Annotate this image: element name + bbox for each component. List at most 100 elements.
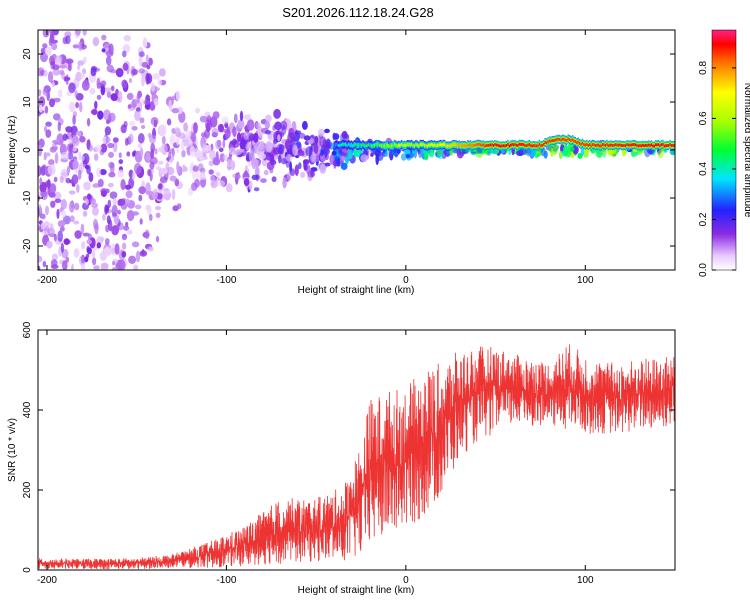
spectrogram-cell	[80, 73, 85, 79]
spectrogram-cell	[199, 150, 204, 161]
spectrogram-cell	[93, 265, 100, 270]
spectrogram-cell	[135, 250, 141, 263]
spectrogram-cell	[551, 139, 554, 142]
spectrogram-cell	[82, 210, 88, 217]
spectrogram-cell	[183, 136, 192, 148]
spectrogram-cell	[449, 144, 452, 148]
spectrogram-cell	[265, 114, 272, 123]
spectrogram-cell	[233, 113, 238, 124]
spectrogram-cell	[96, 94, 102, 100]
spectrogram-cell	[138, 68, 145, 74]
spectrogram-cell	[72, 115, 76, 125]
spectrogram-marks	[38, 30, 675, 270]
spectrogram-cell	[68, 150, 74, 156]
spectrogram-cell	[517, 143, 519, 147]
spectrogram-cell	[145, 190, 154, 195]
spectrogram-cell	[123, 225, 130, 231]
spectrogram-cell	[79, 255, 86, 266]
spectrogram-cell	[518, 142, 520, 146]
spectrogram-cell	[176, 161, 180, 173]
spectrogram-cell	[332, 133, 340, 140]
spectrogram-cell	[448, 144, 450, 148]
spectrogram-cell	[380, 144, 383, 148]
spectrogram-cell	[47, 164, 56, 176]
spectrogram-cell	[131, 126, 138, 131]
spectrogram-cell	[662, 142, 664, 146]
spectrogram-cell	[333, 159, 337, 169]
spectrogram-cell	[320, 153, 326, 162]
spectrogram-y-tick-label: 10	[22, 96, 33, 108]
spectrogram-cell	[236, 132, 242, 143]
spectrogram-cell	[104, 87, 112, 93]
spectrogram-cell	[560, 138, 562, 142]
spectrogram-cell	[326, 138, 331, 150]
spectrogram-cell	[143, 99, 150, 105]
spectrogram-cell	[484, 144, 486, 148]
spectrogram-cell	[472, 143, 475, 147]
spectrogram-cell	[149, 214, 153, 221]
spectrogram-cell	[81, 79, 90, 91]
spectrogram-cell	[65, 126, 73, 133]
spectrogram-cell	[639, 144, 641, 148]
spectrogram-cell	[322, 149, 329, 154]
spectrogram-cell	[462, 144, 465, 148]
spectrogram-cell	[300, 171, 306, 178]
spectrogram-cell	[215, 171, 221, 177]
spectrogram-cell	[149, 134, 156, 144]
spectrogram-cell	[62, 260, 68, 270]
spectrogram-cell	[152, 188, 158, 200]
spectrogram-cell	[61, 151, 69, 161]
spectrogram-cell	[436, 143, 439, 147]
colorbar-tick-label: 0.8	[698, 61, 709, 75]
spectrogram-cell	[157, 146, 165, 153]
spectrogram-cell	[299, 132, 306, 139]
spectrogram-cell	[60, 242, 64, 253]
spectrogram-cell	[117, 209, 121, 215]
spectrogram-cell	[137, 143, 142, 149]
spectrogram-cell	[318, 128, 325, 137]
spectrogram-cell	[617, 143, 620, 147]
spectrogram-cell	[181, 150, 186, 158]
snr-y-tick-label: 200	[22, 481, 33, 498]
spectrogram-cell	[388, 144, 390, 148]
spectrogram-cell	[133, 264, 139, 270]
colorbar-gradient	[711, 29, 737, 271]
spectrogram-cell	[58, 246, 62, 258]
spectrogram-cell	[122, 62, 129, 71]
spectrogram-cell	[446, 144, 449, 148]
spectrogram-cell	[111, 204, 118, 217]
spectrogram-cell	[455, 143, 457, 147]
spectrogram-cell	[60, 209, 67, 218]
spectrogram-cell	[541, 143, 543, 147]
spectrogram-cell	[50, 200, 56, 208]
spectrogram-cell	[189, 162, 195, 174]
spectrogram-cell	[552, 143, 558, 155]
spectrogram-cell	[233, 149, 242, 156]
spectrogram-cell	[646, 144, 648, 148]
snr-y-tick-label: 400	[22, 401, 33, 418]
spectrogram-cell	[632, 143, 634, 147]
spectrogram-cell	[150, 82, 156, 92]
spectrogram-cell	[390, 144, 393, 148]
spectrogram-cell	[93, 153, 99, 161]
spectrogram-cell	[409, 153, 414, 159]
spectrogram-cell	[42, 260, 47, 268]
spectrogram-cell	[478, 142, 480, 146]
spectrogram-cell	[495, 143, 498, 147]
spectrogram-cell	[269, 168, 274, 174]
spectrogram-cell	[587, 143, 589, 147]
spectrogram-cell	[104, 238, 110, 245]
spectrogram-cell	[416, 143, 419, 147]
spectrogram-cell	[192, 165, 199, 172]
spectrogram-cell	[168, 99, 172, 110]
spectrogram-cell	[264, 130, 272, 135]
spectrogram-cell	[265, 141, 274, 153]
figure-title: S201.2026.112.18.24.G28	[282, 5, 434, 20]
spectrogram-cell	[652, 144, 654, 148]
spectrogram-cell	[90, 109, 98, 115]
spectrogram-cell	[442, 142, 444, 146]
spectrogram-cell	[187, 187, 194, 196]
spectrogram-cell	[548, 139, 551, 143]
spectrogram-cell	[204, 145, 212, 152]
spectrogram-cell	[77, 41, 83, 51]
